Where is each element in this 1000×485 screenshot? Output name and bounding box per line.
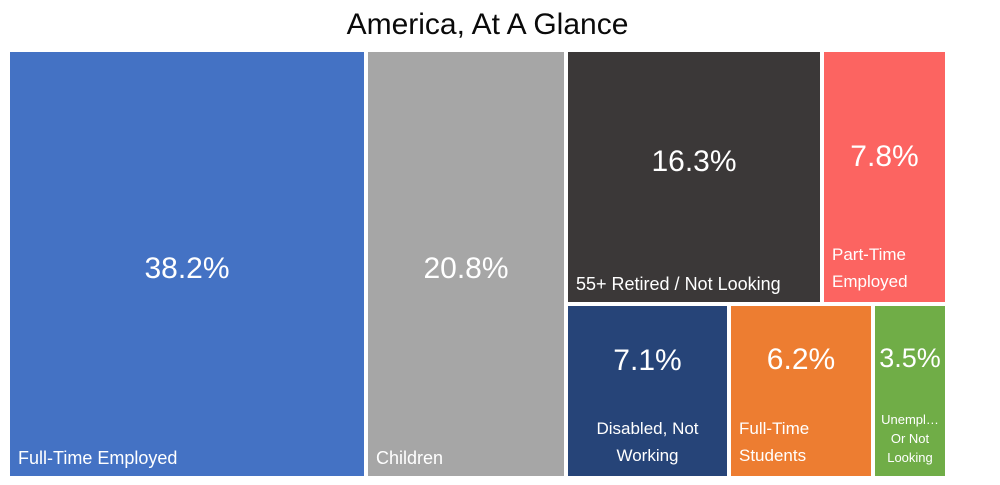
tile-category-label: Disabled, Not Working [596, 419, 699, 465]
tile-category-label: Part-Time Employed [832, 244, 908, 291]
treemap-tile-disabled-not-working[interactable]: 7.1% Disabled, Not Working [568, 306, 727, 476]
tile-category-label: Unempl… Or Not Looking [881, 412, 939, 466]
tile-percentage-zone: 38.2% [10, 52, 364, 446]
tile-percentage: 3.5% [879, 343, 941, 374]
tile-percentage-zone: 7.8% [824, 52, 945, 241]
tile-category-label: Full-Time Students [739, 418, 810, 465]
chart-title: America, At A Glance [346, 8, 629, 41]
treemap-tile-full-time-employed[interactable]: 38.2% Full-Time Employed [10, 52, 364, 476]
tile-percentage-zone: 20.8% [368, 52, 564, 446]
treemap-tile-unemployed-or-not-looking[interactable]: 3.5% Unempl… Or Not Looking [875, 306, 945, 476]
tile-percentage: 6.2% [766, 343, 836, 377]
tile-category-label: 55+ Retired / Not Looking [576, 273, 781, 294]
tile-percentage: 7.8% [850, 140, 919, 174]
treemap-tile-55-retired-not-looking[interactable]: 16.3% 55+ Retired / Not Looking [568, 52, 820, 302]
tile-percentage-zone: 3.5% [875, 306, 945, 411]
tile-percentage-zone: 16.3% [568, 52, 820, 272]
tile-percentage: 16.3% [651, 144, 737, 178]
tile-percentage: 7.1% [613, 344, 682, 378]
tile-category-label: Children [376, 447, 444, 468]
tile-percentage-zone: 6.2% [731, 306, 871, 415]
treemap-tile-full-time-students[interactable]: 6.2% Full-Time Students [731, 306, 871, 476]
tile-percentage-zone: 7.1% [568, 306, 727, 416]
tile-category-label: Full-Time Employed [18, 447, 178, 468]
treemap-tile-part-time-employed[interactable]: 7.8% Part-Time Employed [824, 52, 945, 302]
treemap-tile-children[interactable]: 20.8% Children [368, 52, 564, 476]
tile-percentage: 38.2% [144, 251, 230, 285]
tile-percentage: 20.8% [423, 251, 509, 285]
